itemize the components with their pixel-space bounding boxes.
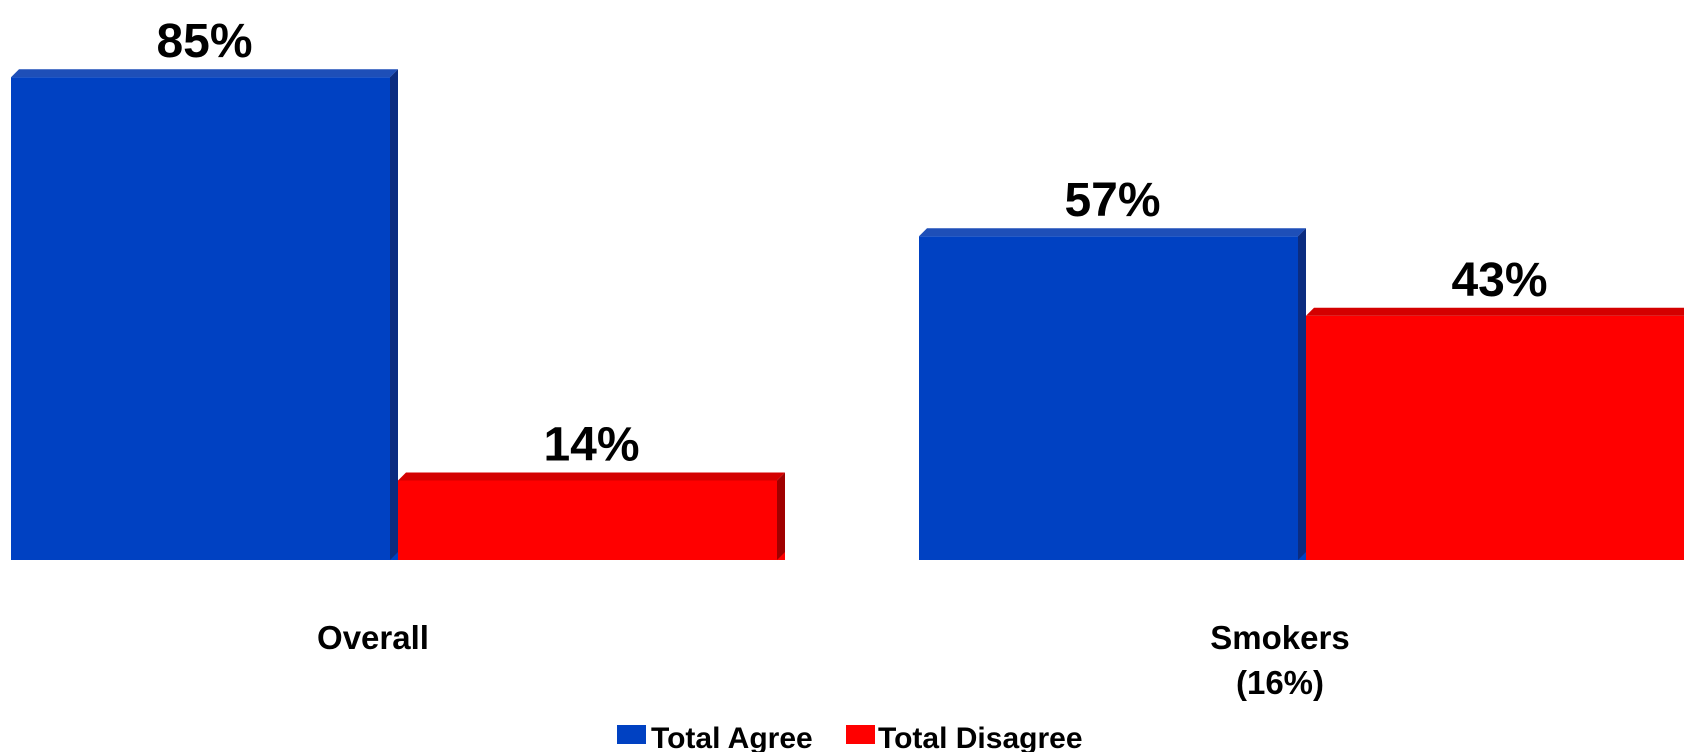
bar-total-disagree-overall: [398, 472, 785, 560]
bar-top-total-agree-smokers: [919, 228, 1306, 236]
legend-swatch-total-disagree: [846, 725, 875, 744]
bar-side-total-agree-smokers: [1298, 228, 1306, 560]
value-label-total-disagree-smokers: 43%: [1451, 254, 1547, 307]
bar-side-total-disagree-overall: [777, 472, 785, 560]
value-label-total-agree-overall: 85%: [156, 15, 252, 68]
bar-top-total-agree-overall: [11, 69, 398, 77]
category-label-smokers: Smokers: [1210, 619, 1349, 656]
legend-swatch-total-agree: [617, 725, 646, 744]
bar-top-total-disagree-smokers: [1306, 308, 1684, 316]
bar-front-total-agree-smokers: [919, 236, 1306, 560]
bar-front-total-disagree-smokers: [1306, 316, 1684, 560]
category-label-overall: Overall: [317, 619, 429, 656]
bar-side-total-agree-overall: [390, 69, 398, 560]
value-label-total-agree-smokers: 57%: [1064, 174, 1160, 227]
legend: Total Agree Total Disagree: [617, 722, 1083, 752]
bar-front-total-agree-overall: [11, 77, 398, 560]
bar-top-total-disagree-overall: [398, 472, 785, 480]
bar-total-agree-overall: [11, 69, 398, 560]
bar-total-disagree-smokers: [1306, 308, 1684, 560]
legend-label-total-agree: Total Agree: [651, 722, 813, 752]
bar-front-total-disagree-overall: [398, 480, 785, 560]
bars-group: [11, 69, 1684, 560]
legend-label-total-disagree: Total Disagree: [878, 722, 1083, 752]
value-label-total-disagree-overall: 14%: [543, 418, 639, 471]
category-sublabel-smokers: (16%): [1236, 664, 1324, 701]
bar-total-agree-smokers: [919, 228, 1306, 560]
